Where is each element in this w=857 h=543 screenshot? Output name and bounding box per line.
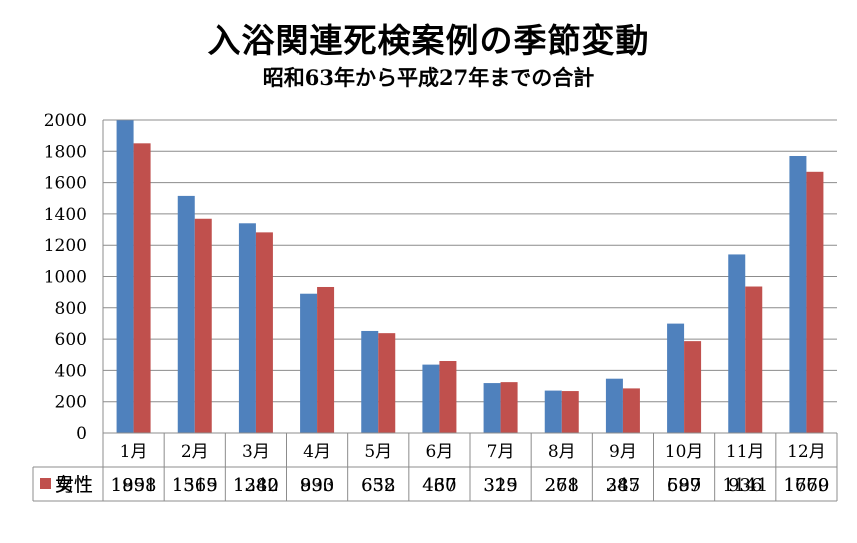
y-tick-label: 2000 [44,111,87,131]
bar-female [745,286,763,433]
bar-female [255,232,273,433]
data-label: 587 [667,475,701,496]
bar-male [238,223,256,433]
bar-male [789,155,807,433]
legend-label: 男性 [55,474,93,496]
bar-female [439,361,457,433]
data-label: 1998 [111,475,157,496]
data-label: 1851 [111,475,157,496]
y-tick-label: 1400 [44,205,87,225]
data-label: 652 [361,475,395,496]
data-label: 1770 [784,475,830,496]
bar-male [422,364,440,433]
legend-label: 女性 [55,474,93,496]
bar-female [684,341,702,433]
data-label: 285 [606,475,640,496]
bar-female [194,218,212,433]
bar-female [317,286,335,433]
data-label: 1369 [172,475,218,496]
x-tick-label: 9月 [609,442,637,462]
data-label: 933 [300,475,334,496]
bar-male [177,195,195,433]
bar-male [544,390,562,433]
bar-male [667,323,685,433]
y-tick-label: 1800 [44,142,87,162]
gridlines [103,119,837,403]
data-label: 347 [606,475,640,496]
x-tick-label: 5月 [364,442,392,462]
bar-female [378,333,396,433]
bar-male [116,120,134,434]
x-tick-label: 7月 [487,442,515,462]
data-label: 271 [545,475,579,496]
bar-female [806,171,824,433]
data-label: 1282 [233,475,279,496]
bar-male [361,330,379,433]
x-tick-label: 3月 [242,442,270,462]
data-label: 638 [361,475,395,496]
y-tick-label: 600 [55,330,87,350]
bar-male [605,378,623,433]
data-label: 1340 [233,475,279,496]
bars [116,120,824,434]
y-tick-label: 200 [55,393,87,413]
chart-title: 入浴関連死検案例の季節変動 [207,21,650,60]
legend-key-female [40,478,51,489]
x-tick-label: 8月 [548,442,576,462]
x-tick-label: 12月 [787,442,826,462]
y-axis: 0 200 400 600 800 1000 1200 1400 1600 1800 2000 [44,111,87,444]
x-tick-label: 10月 [665,442,704,462]
bar-male [300,293,318,433]
data-label: 890 [300,475,334,496]
bar-male [483,383,501,433]
x-tick-label: 11月 [726,442,765,462]
x-tick-label: 6月 [426,442,454,462]
data-label: 1141 [722,475,768,496]
x-tick-label: 4月 [303,442,331,462]
data-label: 460 [422,475,456,496]
bar-female [500,382,518,433]
data-label: 268 [545,475,579,496]
y-tick-label: 1200 [44,236,87,256]
bar-female [561,391,579,433]
bar-female [133,143,151,434]
y-tick-label: 800 [55,299,87,319]
data-label: 1515 [172,475,218,496]
data-label: 437 [422,475,456,496]
y-tick-label: 400 [55,361,87,381]
data-label: 699 [667,475,701,496]
y-tick-label: 0 [76,424,87,444]
y-tick-label: 1600 [44,174,87,194]
x-tick-label: 2月 [181,442,209,462]
chart-subtitle: 昭和63年から平成27年までの合計 [262,65,595,90]
data-label: 319 [483,475,517,496]
data-label: 936 [728,475,762,496]
x-tick-label: 1月 [120,442,148,462]
y-tick-label: 1000 [44,268,87,288]
bar-male [728,254,746,433]
bar-female [622,388,640,433]
data-label: 1669 [784,475,830,496]
data-label: 325 [483,475,517,496]
